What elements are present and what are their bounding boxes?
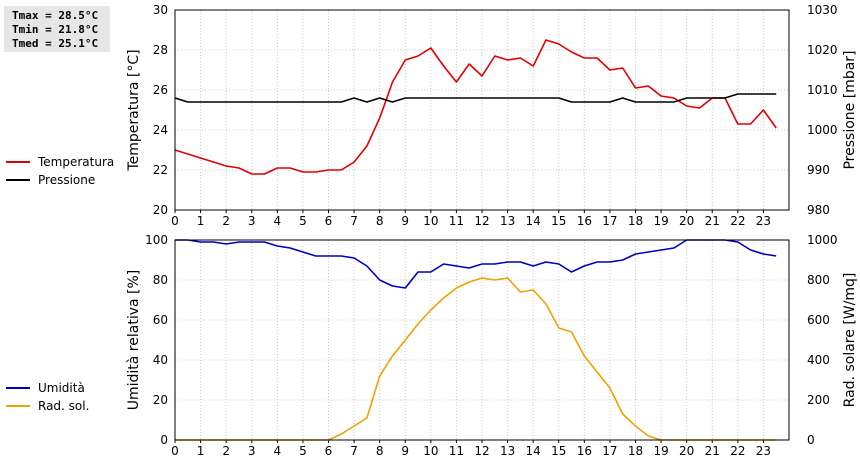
- x-tick-label: 11: [449, 444, 464, 458]
- y2-tick-label: 1000: [807, 123, 838, 137]
- x-tick-label: 15: [551, 214, 566, 228]
- x-tick-label: 12: [474, 214, 489, 228]
- y2-tick-label: 600: [807, 313, 830, 327]
- x-tick-label: 20: [679, 444, 694, 458]
- x-tick-label: 9: [401, 214, 409, 228]
- tmed-label: Tmed = 25.1°C: [12, 37, 99, 50]
- y-tick-label: 28: [153, 43, 168, 57]
- x-tick-label: 21: [705, 444, 720, 458]
- x-tick-label: 10: [423, 444, 438, 458]
- y-tick-label: 60: [153, 313, 168, 327]
- tmax-label: Tmax = 28.5°C: [12, 9, 99, 22]
- x-tick-label: 14: [526, 444, 541, 458]
- x-tick-label: 11: [449, 214, 464, 228]
- x-tick-label: 16: [577, 214, 592, 228]
- x-tick-label: 5: [299, 214, 307, 228]
- legend-label: Temperatura: [37, 155, 114, 169]
- x-tick-label: 7: [350, 214, 358, 228]
- legend-label: Pressione: [38, 173, 95, 187]
- y2-axis-label: Rad. solare [W/mq]: [842, 273, 858, 408]
- x-tick-label: 22: [730, 214, 745, 228]
- tmin-label: Tmin = 21.8°C: [12, 23, 99, 36]
- x-tick-label: 6: [325, 214, 333, 228]
- y2-tick-label: 1000: [807, 233, 838, 247]
- y-tick-label: 100: [145, 233, 168, 247]
- y2-tick-label: 1010: [807, 83, 838, 97]
- y2-tick-label: 200: [807, 393, 830, 407]
- y2-tick-label: 1020: [807, 43, 838, 57]
- x-tick-label: 1: [197, 214, 205, 228]
- y2-tick-label: 980: [807, 203, 830, 217]
- x-tick-label: 8: [376, 444, 384, 458]
- y-tick-label: 22: [153, 163, 168, 177]
- y-tick-label: 20: [153, 203, 168, 217]
- y2-tick-label: 1030: [807, 3, 838, 17]
- legend-label: Rad. sol.: [38, 399, 89, 413]
- y-tick-label: 26: [153, 83, 168, 97]
- x-tick-label: 3: [248, 214, 256, 228]
- x-tick-label: 2: [222, 444, 230, 458]
- x-tick-label: 16: [577, 444, 592, 458]
- y2-tick-label: 800: [807, 273, 830, 287]
- x-tick-label: 15: [551, 444, 566, 458]
- y2-tick-label: 400: [807, 353, 830, 367]
- x-tick-label: 17: [602, 214, 617, 228]
- x-tick-label: 23: [756, 444, 771, 458]
- x-tick-label: 9: [401, 444, 409, 458]
- y-tick-label: 24: [153, 123, 168, 137]
- x-tick-label: 4: [274, 444, 282, 458]
- x-tick-label: 13: [500, 444, 515, 458]
- x-tick-label: 17: [602, 444, 617, 458]
- x-tick-label: 5: [299, 444, 307, 458]
- x-tick-label: 13: [500, 214, 515, 228]
- series-line-0: [174, 39, 777, 175]
- x-tick-label: 22: [730, 444, 745, 458]
- series-line-2: [175, 239, 777, 289]
- x-tick-label: 2: [222, 214, 230, 228]
- series-line-1: [174, 93, 777, 103]
- plot-border-1: [174, 239, 790, 441]
- y-tick-label: 20: [153, 393, 168, 407]
- x-tick-label: 7: [350, 444, 358, 458]
- x-tick-label: 20: [679, 214, 694, 228]
- y2-tick-label: 990: [807, 163, 830, 177]
- y2-axis-label: Pressione [mbar]: [842, 50, 858, 169]
- x-tick-label: 10: [423, 214, 438, 228]
- x-tick-label: 19: [653, 214, 668, 228]
- x-tick-label: 19: [653, 444, 668, 458]
- x-tick-label: 0: [171, 444, 179, 458]
- y2-tick-label: 0: [807, 433, 815, 447]
- legend-label: Umidità: [38, 381, 85, 395]
- y-tick-label: 40: [153, 353, 168, 367]
- x-tick-label: 21: [705, 214, 720, 228]
- x-tick-label: 12: [474, 444, 489, 458]
- x-tick-label: 1: [197, 444, 205, 458]
- x-tick-label: 6: [325, 444, 333, 458]
- y-tick-label: 80: [153, 273, 168, 287]
- x-tick-label: 0: [171, 214, 179, 228]
- stats-box: Tmax = 28.5°C Tmin = 21.8°C Tmed = 25.1°…: [4, 6, 110, 52]
- x-tick-label: 18: [628, 214, 643, 228]
- y-axis-label: Temperatura [°C]: [126, 49, 142, 171]
- y-axis-label: Umidità relativa [%]: [126, 270, 142, 411]
- x-tick-label: 4: [274, 214, 282, 228]
- x-tick-label: 18: [628, 444, 643, 458]
- x-tick-label: 8: [376, 214, 384, 228]
- x-tick-label: 3: [248, 444, 256, 458]
- y-tick-label: 0: [160, 433, 168, 447]
- x-tick-label: 23: [756, 214, 771, 228]
- y-tick-label: 30: [153, 3, 168, 17]
- plot-border-0: [174, 9, 790, 211]
- x-tick-label: 14: [526, 214, 541, 228]
